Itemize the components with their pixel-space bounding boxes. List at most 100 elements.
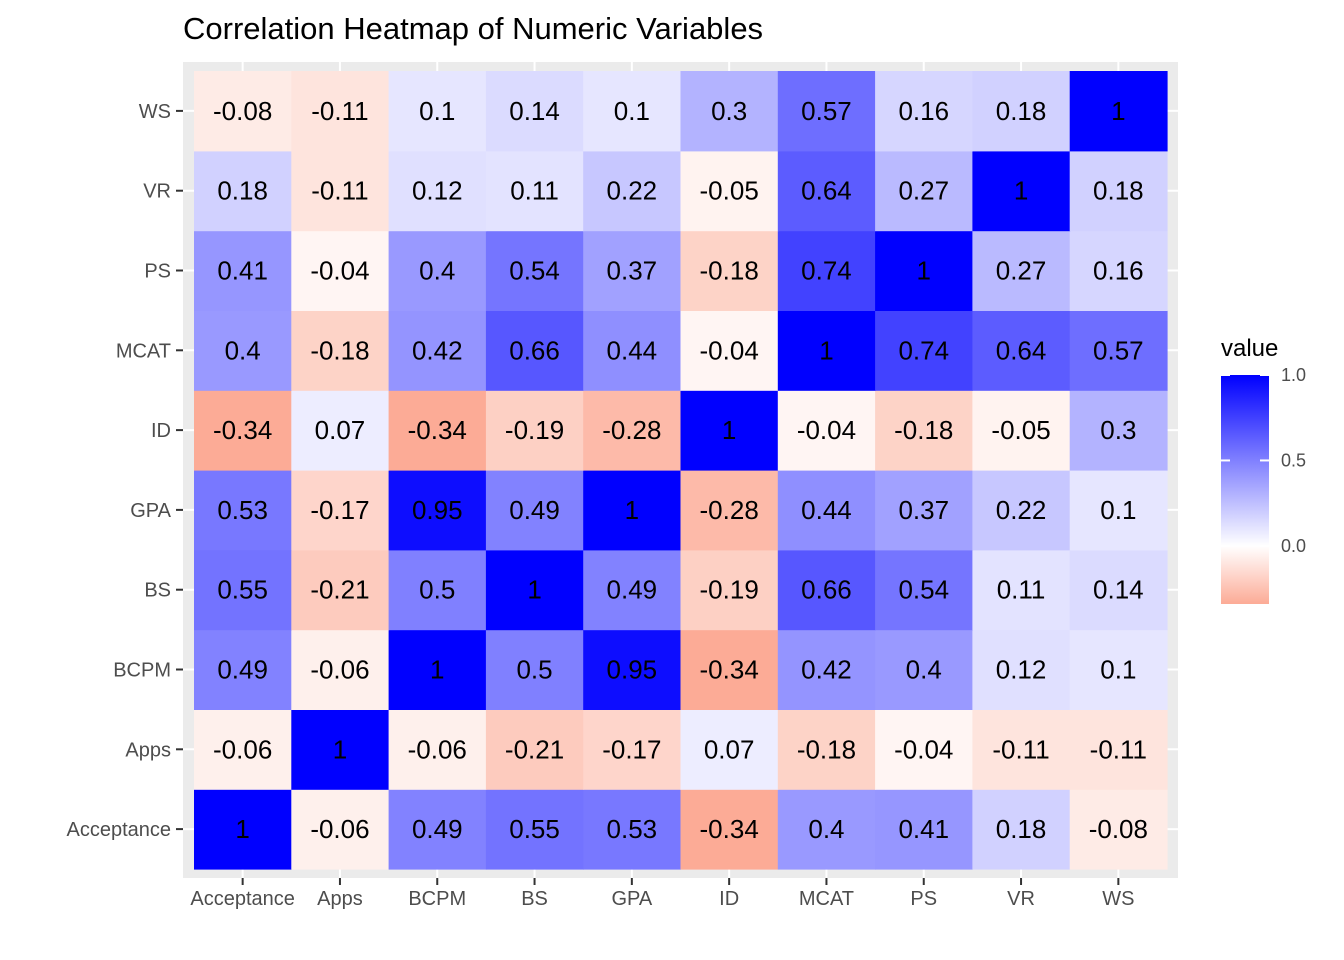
heatmap-cell [194, 789, 292, 870]
heatmap-cell [680, 71, 779, 152]
x-tick-label: GPA [611, 888, 652, 910]
heatmap-cell [972, 629, 1071, 710]
cell-value-label: -0.28 [602, 415, 661, 445]
cell-value-label: -0.11 [311, 96, 368, 126]
y-tick-label: Acceptance [66, 819, 171, 841]
x-tick-label: Apps [317, 888, 363, 910]
cell-value-label: 0.57 [1093, 335, 1144, 365]
heatmap-cell [291, 789, 390, 870]
cell-value-label: 0.55 [509, 814, 560, 844]
x-tick-label: MCAT [799, 888, 854, 910]
cell-value-label: -0.06 [310, 814, 369, 844]
cell-value-label: 0.4 [808, 814, 844, 844]
heatmap-cell [680, 310, 779, 391]
heatmap-cell [1069, 549, 1168, 631]
heatmap-cell [583, 150, 682, 232]
cell-value-label: 0.11 [510, 176, 559, 206]
heatmap-cell [194, 71, 292, 152]
y-tick-label: ID [151, 420, 171, 442]
cell-value-label: 0.4 [225, 335, 261, 365]
legend-ticks: 1.0 0.5 0.0 [1221, 365, 1306, 556]
heatmap-cell [583, 230, 682, 311]
heatmap-cell [583, 629, 682, 710]
x-tick-label: BS [521, 888, 548, 910]
cell-value-label: 0.07 [704, 734, 755, 764]
heatmap-cell [388, 71, 487, 152]
legend-tick-label: 0.0 [1281, 536, 1306, 556]
cell-value-label: 0.49 [607, 575, 658, 605]
cell-value-label: -0.06 [310, 655, 369, 685]
heatmap-cell [1069, 390, 1168, 471]
cell-value-label: -0.34 [213, 415, 272, 445]
cell-value-label: 0.22 [996, 495, 1047, 525]
heatmap-cell [680, 549, 779, 631]
heatmap-cell [875, 709, 973, 790]
heatmap-cell [291, 230, 390, 311]
cell-value-label: 1 [722, 415, 736, 445]
heatmap-cell [972, 549, 1071, 631]
cell-value-label: 0.66 [801, 575, 852, 605]
heatmap-cell [777, 709, 876, 790]
cell-value-label: 0.07 [315, 415, 366, 445]
heatmap-cell [777, 549, 876, 631]
cell-value-label: 0.18 [217, 176, 268, 206]
cell-value-label: 0.14 [509, 96, 560, 126]
cell-value-label: 0.27 [996, 256, 1047, 286]
cell-value-label: -0.11 [1090, 734, 1147, 764]
cell-value-label: -0.18 [310, 335, 369, 365]
cell-value-label: -0.08 [1089, 814, 1148, 844]
heatmap-cell [1069, 150, 1168, 232]
cell-value-label: 0.12 [412, 176, 463, 206]
cell-value-label: 0.4 [906, 655, 942, 685]
heatmap-cell [875, 629, 973, 710]
heatmap-cell [485, 150, 584, 232]
heatmap-cell [485, 390, 584, 471]
y-tick-label: PS [144, 261, 171, 283]
heatmap-cell [583, 390, 682, 471]
cell-value-label: 0.55 [217, 575, 268, 605]
cell-value-label: 0.37 [607, 256, 658, 286]
heatmap-cell [1069, 789, 1168, 870]
heatmap-cell [485, 310, 584, 391]
cell-value-label: -0.04 [797, 415, 856, 445]
cell-value-label: 0.22 [607, 176, 658, 206]
cell-value-label: 0.49 [412, 814, 463, 844]
cell-value-label: -0.08 [213, 96, 272, 126]
heatmap-cell [1069, 470, 1168, 551]
heatmap-cell [1069, 709, 1168, 790]
cell-value-label: 1 [430, 655, 444, 685]
heatmap-cell [388, 310, 487, 391]
heatmap-cell [291, 150, 390, 232]
heatmap-cell [1069, 230, 1168, 311]
cell-value-label: -0.04 [310, 256, 369, 286]
cell-value-label: 0.1 [419, 96, 455, 126]
legend-colorbar [1221, 375, 1269, 604]
heatmap-cell [388, 709, 487, 790]
cell-value-label: -0.11 [311, 176, 368, 206]
cell-value-label: 0.42 [801, 655, 852, 685]
cell-value-label: -0.06 [408, 734, 467, 764]
cell-value-label: 0.41 [217, 256, 268, 286]
heatmap-cell [485, 629, 584, 710]
cell-value-label: -0.21 [310, 575, 369, 605]
cell-value-label: 1 [527, 575, 541, 605]
heatmap-cell [583, 549, 682, 631]
heatmap-cell [972, 789, 1071, 870]
heatmap-cell [194, 709, 292, 790]
cell-value-label: 0.14 [1093, 575, 1144, 605]
cell-value-label: 1 [625, 495, 639, 525]
heatmap-cell [680, 230, 779, 311]
cell-value-label: 0.1 [614, 96, 650, 126]
heatmap-cell [777, 629, 876, 710]
cell-value-label: 0.4 [419, 256, 455, 286]
heatmap-cell [291, 549, 390, 631]
cell-value-label: 0.27 [898, 176, 949, 206]
cell-value-label: 0.16 [1093, 256, 1144, 286]
y-tick-label: WS [139, 101, 171, 123]
cell-value-label: 0.95 [412, 495, 463, 525]
cell-value-label: 0.3 [711, 96, 747, 126]
heatmap-cell [972, 230, 1071, 311]
heatmap-cell [680, 789, 779, 870]
heatmap-cell [194, 629, 292, 710]
heatmap-cell [1069, 71, 1168, 152]
